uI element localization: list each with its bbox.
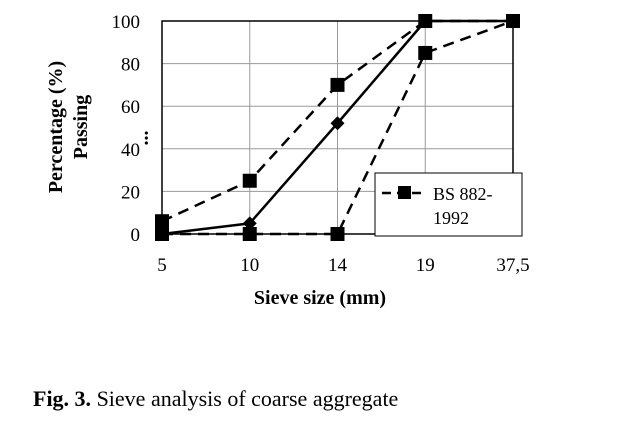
series-point-upper-0 bbox=[155, 214, 169, 229]
x-tick-2: 14 bbox=[328, 255, 348, 276]
legend: BS 882- 1992 bbox=[374, 172, 523, 237]
legend-box bbox=[374, 172, 523, 237]
y-tick-0: 0 bbox=[131, 225, 141, 246]
series-point-sample-0 bbox=[155, 227, 169, 241]
series-line-lower bbox=[162, 19, 514, 236]
series-point-sample-1 bbox=[242, 216, 257, 231]
y-tick-20: 20 bbox=[121, 182, 140, 203]
y-tick-60: 60 bbox=[121, 97, 140, 118]
y-tick-labels: 0 20 40 60 80 100 bbox=[112, 12, 141, 246]
series-point-sample-2 bbox=[330, 116, 345, 131]
series-point-upper-1 bbox=[242, 173, 257, 188]
y-tick-40: 40 bbox=[121, 140, 140, 161]
y-tick-80: 80 bbox=[121, 55, 140, 76]
x-axis-title: Sieve size (mm) bbox=[254, 287, 386, 309]
figure-caption: Fig. 3. Sieve analysis of coarse aggrega… bbox=[33, 386, 398, 412]
sieve-chart: 0 20 40 60 80 100 5 10 14 19 37,5 Sieve size (mm)… bbox=[45, 12, 530, 309]
figure-caption-prefix: Fig. 3. bbox=[33, 386, 92, 411]
x-tick-labels: 5 10 14 19 37,5 bbox=[157, 255, 529, 276]
series-point-upper-2 bbox=[330, 77, 345, 92]
y-axis-title: Percentage (%) Passing ... bbox=[45, 61, 153, 193]
series-point-sample-3 bbox=[418, 14, 433, 28]
legend-label-line-1: BS 882- bbox=[433, 184, 493, 204]
series-point-lower-3 bbox=[418, 45, 433, 60]
y-axis-title-line-2: Passing bbox=[70, 95, 92, 159]
series-point-lower-2 bbox=[330, 227, 345, 241]
figure-caption-text: Sieve analysis of coarse aggregate bbox=[91, 386, 399, 411]
legend-marker bbox=[398, 186, 411, 199]
y-tick-100: 100 bbox=[112, 12, 141, 33]
y-axis-title-line-1: Percentage (%) bbox=[45, 61, 67, 193]
y-axis-title-line-3: ... bbox=[131, 131, 153, 146]
x-tick-0: 5 bbox=[157, 255, 167, 276]
series-layer bbox=[155, 14, 520, 241]
legend-label-line-2: 1992 bbox=[433, 208, 469, 228]
x-tick-1: 10 bbox=[240, 255, 259, 276]
x-tick-3: 19 bbox=[416, 255, 435, 276]
x-tick-4: 37,5 bbox=[496, 255, 529, 276]
series-point-lower-1 bbox=[242, 227, 257, 241]
series-point-sample-4 bbox=[506, 14, 520, 28]
